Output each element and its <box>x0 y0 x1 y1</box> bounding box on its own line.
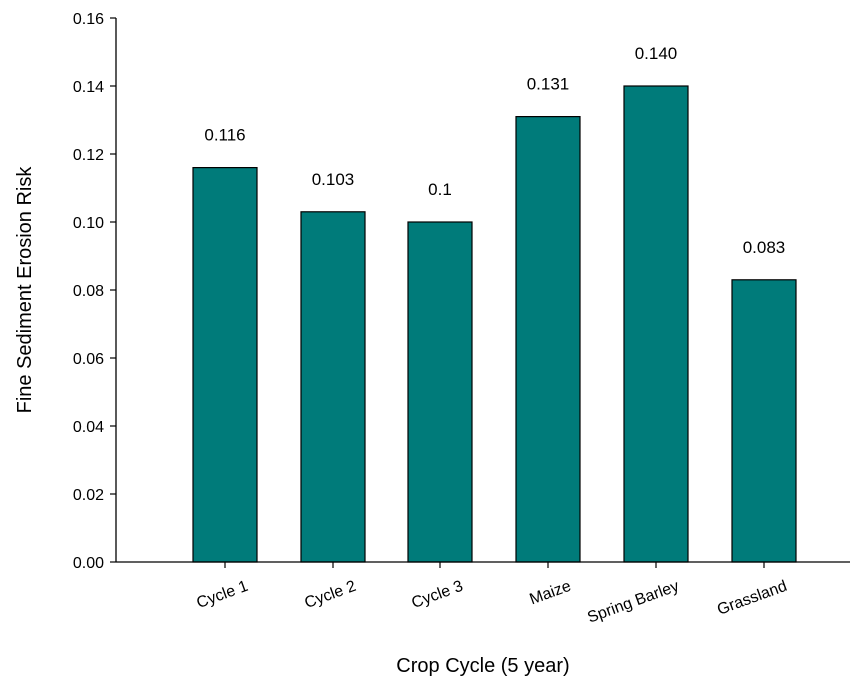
y-tick-label: 0.06 <box>73 351 104 368</box>
x-tick-label: Cycle 1 <box>194 578 250 612</box>
y-axis-title: Fine Sediment Erosion Risk <box>14 166 36 414</box>
y-tick-label: 0.04 <box>73 419 104 436</box>
bar-spring-barley <box>623 85 689 563</box>
bar-cycle-3 <box>407 221 473 563</box>
bar-value-label: 0.116 <box>204 126 245 145</box>
y-tick-label: 0.02 <box>73 487 104 504</box>
bar-grassland <box>731 279 797 563</box>
bar-value-label: 0.083 <box>743 238 786 257</box>
bar-cycle-2 <box>300 211 366 563</box>
bar-value-label: 0.140 <box>635 44 678 63</box>
x-ticks-group: Cycle 1 Cycle 2 Cycle 3 Maize Spring Barley G… <box>194 562 789 627</box>
bars-group <box>192 85 797 563</box>
x-tick-label: Spring Barley <box>585 578 681 627</box>
y-tick-label: 0.16 <box>73 11 104 28</box>
x-tick-label: Grassland <box>715 578 789 619</box>
x-axis-title: Crop Cycle (5 year) <box>396 655 569 677</box>
y-tick-label: 0.10 <box>73 215 104 232</box>
bar-value-label: 0.103 <box>312 170 355 189</box>
bar-maize <box>515 115 581 563</box>
bar-value-label: 0.131 <box>527 75 570 94</box>
y-tick-label: 0.00 <box>73 555 104 572</box>
y-tick-label: 0.08 <box>73 283 104 300</box>
y-tick-label: 0.12 <box>73 147 104 164</box>
bar-value-label: 0.1 <box>428 180 452 199</box>
x-tick-label: Maize <box>527 578 573 609</box>
y-ticks-group: 0.00 0.02 0.04 0.06 0.08 0.10 0.12 0.14 0.16 <box>73 11 116 572</box>
x-tick-label: Cycle 2 <box>302 578 358 612</box>
x-tick-label: Cycle 3 <box>409 578 465 612</box>
data-labels-group: 0.116 0.103 0.1 0.131 0.140 0.083 <box>204 44 785 257</box>
y-tick-label: 0.14 <box>73 79 104 96</box>
bar-cycle-1 <box>192 167 258 563</box>
